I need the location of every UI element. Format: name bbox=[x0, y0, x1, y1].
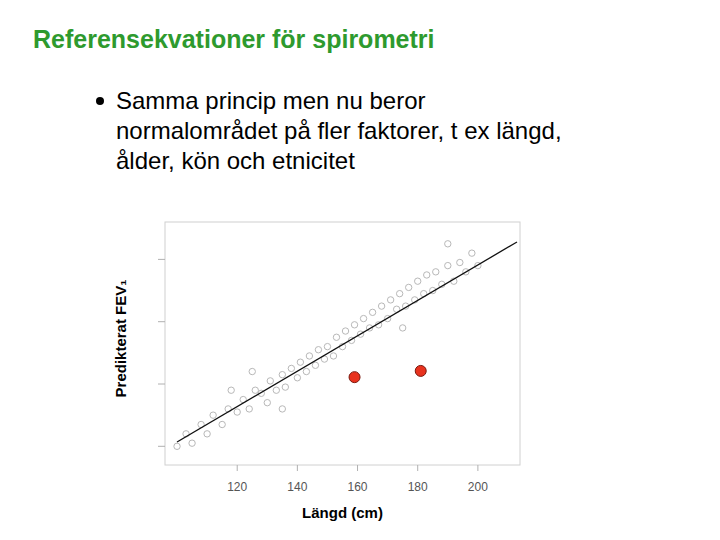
x-tick-label: 200 bbox=[468, 480, 488, 494]
reference-point bbox=[279, 406, 285, 412]
reference-point bbox=[457, 259, 463, 265]
reference-point bbox=[342, 328, 348, 334]
reference-point bbox=[369, 309, 375, 315]
reference-point bbox=[303, 368, 309, 374]
x-tick bbox=[237, 465, 238, 471]
reference-point bbox=[445, 262, 451, 268]
reference-point bbox=[219, 421, 225, 427]
reference-point bbox=[333, 334, 339, 340]
x-tick-label: 180 bbox=[408, 480, 428, 494]
reference-point bbox=[246, 406, 252, 412]
reference-point bbox=[204, 431, 210, 437]
bullet-text: normalområdet på fler faktorer, t ex län… bbox=[116, 117, 562, 144]
y-tick bbox=[158, 384, 165, 385]
y-axis-label: Predikterat FEV₁ bbox=[112, 280, 129, 398]
reference-point bbox=[445, 241, 451, 247]
reference-point bbox=[234, 409, 240, 415]
reference-point bbox=[405, 284, 411, 290]
bullet-dot bbox=[96, 97, 104, 105]
reference-point bbox=[288, 365, 294, 371]
reference-point bbox=[351, 322, 357, 328]
reference-point bbox=[264, 399, 270, 405]
reference-point bbox=[312, 362, 318, 368]
reference-point bbox=[174, 443, 180, 449]
reference-point bbox=[387, 297, 393, 303]
reference-point bbox=[306, 353, 312, 359]
x-tick-label: 160 bbox=[348, 480, 368, 494]
reference-point bbox=[297, 359, 303, 365]
marks bbox=[174, 241, 517, 450]
reference-point bbox=[396, 290, 402, 296]
x-tick-label: 140 bbox=[287, 480, 307, 494]
title: Referensekvationer för spirometri bbox=[33, 25, 435, 53]
reference-point bbox=[294, 375, 300, 381]
plot-frame bbox=[165, 222, 520, 465]
x-tick bbox=[357, 465, 358, 471]
reference-point bbox=[399, 325, 405, 331]
patient-point bbox=[415, 365, 426, 376]
bullet-text: ålder, kön och etnicitet bbox=[116, 147, 355, 174]
reference-point bbox=[378, 303, 384, 309]
reference-point bbox=[324, 343, 330, 349]
reference-point bbox=[330, 353, 336, 359]
reference-point bbox=[360, 315, 366, 321]
reference-point bbox=[267, 378, 273, 384]
x-tick bbox=[417, 465, 418, 471]
regression-line bbox=[177, 242, 517, 442]
y-tick bbox=[158, 259, 165, 260]
y-tick bbox=[158, 446, 165, 447]
patient-point bbox=[349, 372, 360, 383]
reference-point bbox=[249, 368, 255, 374]
reference-point bbox=[315, 347, 321, 353]
reference-point bbox=[424, 272, 430, 278]
reference-point bbox=[210, 412, 216, 418]
reference-point bbox=[252, 387, 258, 393]
x-tick bbox=[297, 465, 298, 471]
reference-point bbox=[469, 250, 475, 256]
reference-point bbox=[433, 269, 439, 275]
reference-point bbox=[415, 278, 421, 284]
reference-point bbox=[279, 371, 285, 377]
reference-point bbox=[282, 384, 288, 390]
reference-point bbox=[228, 387, 234, 393]
y-tick bbox=[158, 321, 165, 322]
slide: Referensekvationer för spirometri Samma p… bbox=[0, 0, 720, 540]
x-tick-label: 120 bbox=[227, 480, 247, 494]
reference-point bbox=[273, 387, 279, 393]
reference-point bbox=[189, 440, 195, 446]
x-tick bbox=[477, 465, 478, 471]
bullet-text: Samma princip men nu beror bbox=[116, 87, 425, 114]
x-axis-label: Längd (cm) bbox=[302, 504, 383, 521]
